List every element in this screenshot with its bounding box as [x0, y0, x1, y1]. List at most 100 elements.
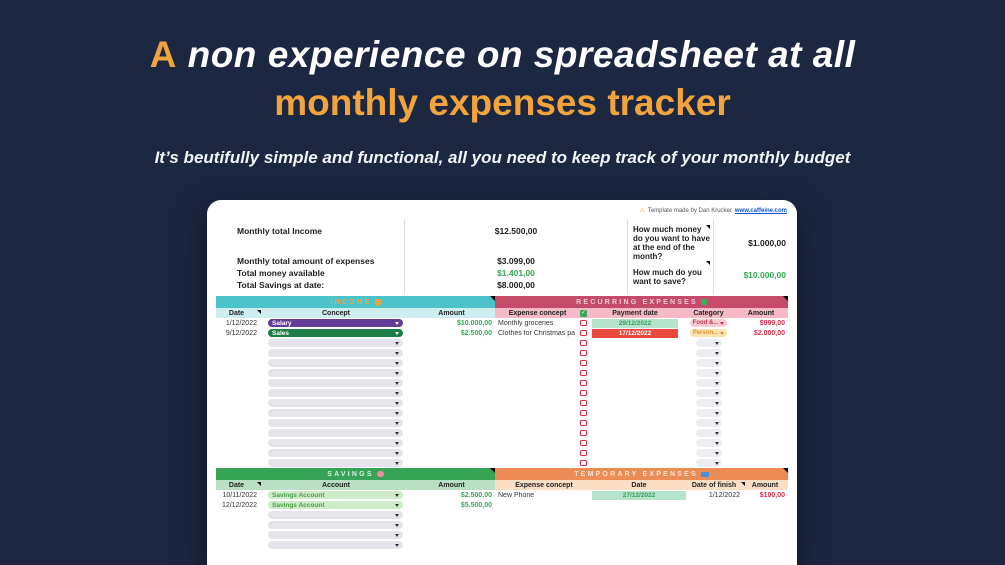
income-column-headers: Date Concept Amount [216, 308, 495, 318]
category-dropdown[interactable] [695, 349, 722, 357]
chevron-down-icon [395, 391, 399, 395]
summary-value: $1.401,00 [497, 268, 535, 278]
row-checkbox[interactable] [580, 449, 587, 457]
concept-dropdown[interactable] [268, 339, 403, 347]
category-dropdown[interactable] [695, 369, 722, 377]
row-checkbox[interactable] [580, 339, 587, 347]
account-dropdown[interactable] [268, 521, 403, 529]
row-checkbox[interactable] [580, 369, 587, 377]
money-bag-icon [374, 298, 381, 306]
concept-dropdown[interactable] [268, 459, 403, 467]
savings-amount-cell: $5.500,00 [460, 501, 492, 509]
warning-icon: ⚠ [639, 208, 645, 214]
chevron-down-icon [395, 411, 399, 415]
concept-dropdown[interactable] [268, 389, 403, 397]
concept-dropdown[interactable] [268, 429, 403, 437]
recurring-row: Clothes for Christmas pa 17/12/2022 Pers… [495, 328, 788, 338]
category-dropdown[interactable] [695, 399, 722, 407]
savings-empty-row [216, 510, 495, 520]
recurring-empty-row [495, 398, 788, 408]
category-dropdown[interactable] [695, 449, 722, 457]
row-checkbox[interactable] [580, 319, 587, 327]
chevron-down-icon [714, 341, 719, 345]
credit-card-icon [700, 471, 709, 477]
attribution-link[interactable]: www.caffeine.com [734, 207, 787, 214]
category-dropdown[interactable] [695, 359, 722, 367]
savings-title: SAVINGS [327, 470, 374, 478]
account-dropdown[interactable] [268, 511, 403, 519]
row-checkbox[interactable] [580, 399, 587, 407]
category-dropdown[interactable] [695, 339, 722, 347]
category-dropdown[interactable]: Food &... [689, 319, 728, 327]
category-dropdown[interactable] [695, 459, 722, 467]
row-checkbox[interactable] [580, 379, 587, 387]
summary-label: Monthly total Income [237, 226, 322, 236]
row-checkbox[interactable] [580, 329, 587, 337]
summary-values: $12.500,00 $3.099,00 $1.401,00 $8.000,00 [405, 220, 628, 294]
category-dropdown[interactable] [695, 429, 722, 437]
savings-col-account: Account [322, 481, 350, 489]
savings-column-headers: Date Account Amount [216, 480, 495, 490]
row-checkbox[interactable] [580, 409, 587, 417]
page-subtitle: It’s beutifully simple and functional, a… [154, 148, 851, 167]
savings-col-amount: Amount [438, 481, 465, 489]
title-accent: A [149, 34, 177, 75]
chevron-down-icon [714, 431, 719, 435]
income-empty-row [216, 388, 495, 398]
account-dropdown[interactable]: Savings Account [268, 491, 403, 499]
account-label: Savings Account [272, 491, 325, 499]
concept-label: Sales [272, 329, 289, 337]
concept-dropdown[interactable]: Sales [268, 329, 403, 337]
chevron-down-icon [714, 391, 719, 395]
date-of-finish-cell: 1/12/2022 [708, 491, 740, 499]
row-checkbox[interactable] [580, 459, 587, 467]
account-dropdown[interactable] [268, 531, 403, 539]
summary-question-labels: How much money do you want to have at th… [628, 220, 714, 294]
chevron-down-icon [395, 523, 399, 527]
chevron-down-icon [395, 401, 399, 405]
row-checkbox[interactable] [580, 359, 587, 367]
concept-dropdown[interactable] [268, 369, 403, 377]
row-checkbox[interactable] [580, 389, 587, 397]
concept-dropdown[interactable] [268, 359, 403, 367]
row-checkbox[interactable] [580, 439, 587, 447]
page-title-line2: monthly expenses tracker [274, 82, 731, 123]
chevron-down-icon [395, 441, 399, 445]
row-checkbox[interactable] [580, 429, 587, 437]
income-section: INCOME Date Concept Amount 1/12/2022 Sal… [216, 296, 495, 468]
summary-label: Total money available [237, 268, 325, 278]
chevron-down-icon [395, 321, 399, 325]
recurring-empty-row [495, 348, 788, 358]
category-dropdown[interactable] [695, 389, 722, 397]
expense-concept-cell: Monthly groceries [498, 319, 554, 327]
concept-dropdown[interactable]: Salary [268, 319, 403, 327]
concept-dropdown[interactable] [268, 449, 403, 457]
income-date-cell: 9/12/2022 [225, 329, 257, 337]
recurring-col-amount: Amount [747, 309, 775, 317]
concept-dropdown[interactable] [268, 439, 403, 447]
concept-dropdown[interactable] [268, 349, 403, 357]
row-checkbox[interactable] [580, 419, 587, 427]
category-dropdown[interactable] [695, 419, 722, 427]
income-empty-row [216, 398, 495, 408]
recurring-empty-row [495, 408, 788, 418]
recurring-empty-row [495, 338, 788, 348]
chevron-down-icon [395, 331, 399, 335]
concept-dropdown[interactable] [268, 419, 403, 427]
category-dropdown[interactable] [695, 409, 722, 417]
temporary-col-amount: Amount [751, 481, 779, 489]
income-row: 1/12/2022 Salary $10.000,00 [216, 318, 495, 328]
category-label: Person... [692, 330, 719, 336]
account-dropdown[interactable]: Savings Account [268, 501, 403, 509]
concept-dropdown[interactable] [268, 379, 403, 387]
account-dropdown[interactable] [268, 541, 403, 549]
concept-dropdown[interactable] [268, 409, 403, 417]
income-amount-cell: $10.000,00 [456, 319, 492, 327]
category-dropdown[interactable]: Person... [689, 329, 728, 337]
income-empty-row [216, 408, 495, 418]
row-checkbox[interactable] [580, 349, 587, 357]
select-all-checkbox[interactable]: ✓ [580, 309, 587, 317]
category-dropdown[interactable] [695, 379, 722, 387]
category-dropdown[interactable] [695, 439, 722, 447]
concept-dropdown[interactable] [268, 399, 403, 407]
